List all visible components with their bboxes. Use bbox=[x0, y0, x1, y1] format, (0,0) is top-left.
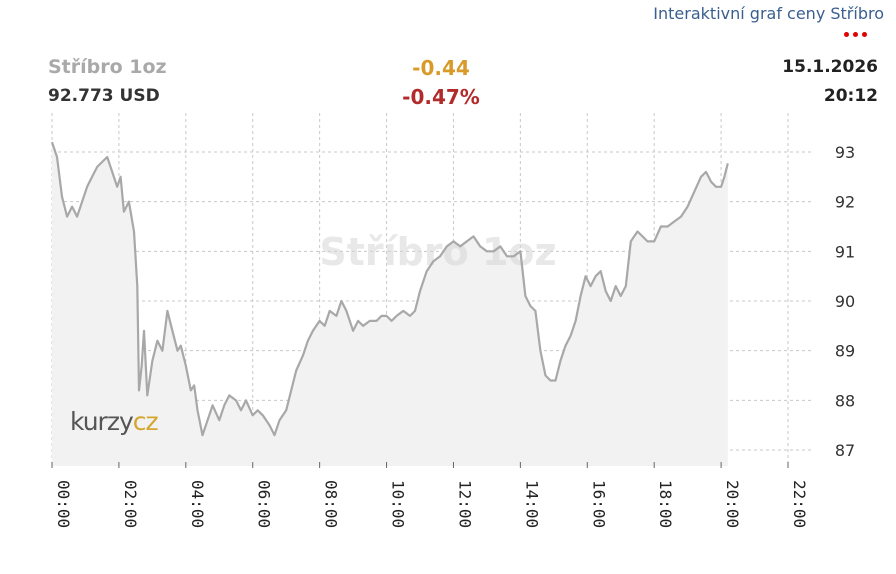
y-axis: 87 88 89 90 91 92 93 bbox=[835, 143, 855, 460]
x-tick-label: 14:00 bbox=[522, 480, 541, 528]
instrument-name: Stříbro 1oz bbox=[48, 56, 167, 78]
svg-text:kurzycz: kurzycz bbox=[70, 407, 158, 436]
logo-part-cz: cz bbox=[133, 407, 159, 436]
quote-date: 15.1.2026 bbox=[782, 57, 878, 77]
x-tick-label: 08:00 bbox=[322, 480, 341, 528]
change-absolute: -0.44 bbox=[412, 56, 470, 80]
chart-watermark: Stříbro 1oz bbox=[319, 230, 556, 274]
x-tick-label: 02:00 bbox=[121, 480, 140, 528]
x-tick-label: 06:00 bbox=[255, 480, 274, 528]
x-tick-label: 16:00 bbox=[589, 480, 608, 528]
price-area bbox=[52, 142, 728, 466]
y-tick-label: 90 bbox=[835, 292, 855, 311]
price-line bbox=[50, 141, 729, 437]
y-tick-label: 91 bbox=[835, 242, 855, 261]
bottom-toolbar-cutoff bbox=[0, 566, 896, 574]
x-tick-label: 00:00 bbox=[54, 480, 73, 528]
x-axis: 00:00 02:00 04:00 06:00 08:00 10:00 12:00 14:00… bbox=[51, 462, 809, 528]
y-tick-label: 88 bbox=[835, 391, 855, 410]
instrument-price: 92.773 USD bbox=[48, 86, 160, 106]
y-tick-label: 93 bbox=[835, 143, 855, 162]
menu-dots-icon[interactable] bbox=[844, 32, 867, 37]
x-tick-label: 12:00 bbox=[455, 480, 474, 528]
x-tick-label: 22:00 bbox=[790, 480, 809, 528]
x-tick-label: 20:00 bbox=[723, 480, 742, 528]
change-percent: -0.47% bbox=[402, 85, 480, 109]
y-tick-label: 89 bbox=[835, 342, 855, 361]
logo-part-kurzy: kurzy bbox=[70, 407, 134, 436]
y-tick-label: 92 bbox=[835, 193, 855, 212]
quote-time: 20:12 bbox=[823, 86, 878, 106]
y-tick-label: 87 bbox=[835, 441, 855, 460]
x-tick-label: 18:00 bbox=[656, 480, 675, 528]
x-tick-label: 04:00 bbox=[188, 480, 207, 528]
interactive-chart-link[interactable]: Interaktivní graf ceny Stříbro bbox=[653, 4, 884, 23]
x-tick-label: 10:00 bbox=[389, 480, 408, 528]
kurzy-logo: kurzycz bbox=[70, 407, 159, 436]
